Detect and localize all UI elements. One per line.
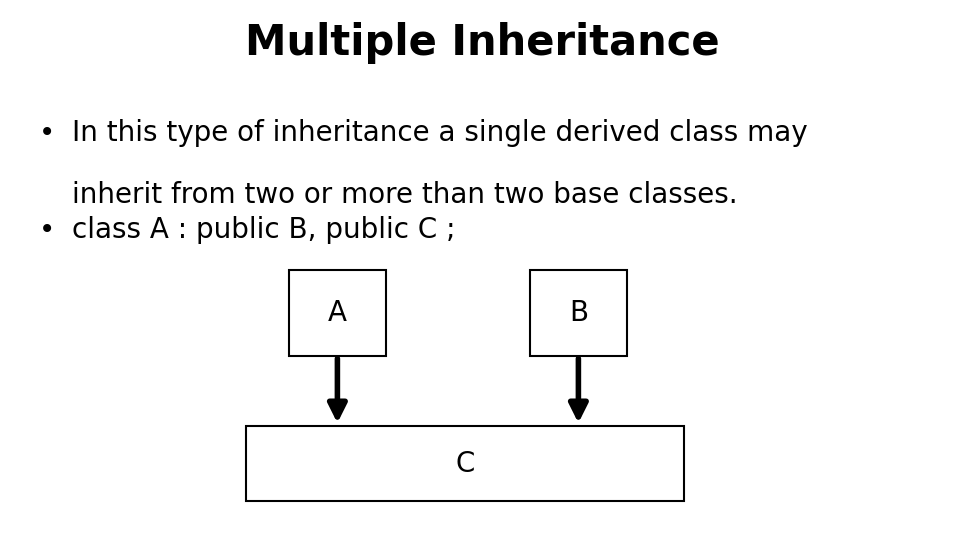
Text: •: • (39, 119, 55, 147)
Text: inherit from two or more than two base classes.: inherit from two or more than two base c… (72, 181, 737, 209)
Text: •: • (39, 216, 55, 244)
Text: A: A (328, 299, 347, 327)
Text: In this type of inheritance a single derived class may: In this type of inheritance a single der… (72, 119, 808, 147)
Bar (289, 270, 386, 356)
Text: class A : public B, public C ;: class A : public B, public C ; (72, 216, 456, 244)
Bar (246, 426, 684, 501)
Text: Multiple Inheritance: Multiple Inheritance (245, 22, 719, 64)
Text: C: C (455, 450, 475, 478)
Text: B: B (569, 299, 588, 327)
Bar (530, 270, 627, 356)
